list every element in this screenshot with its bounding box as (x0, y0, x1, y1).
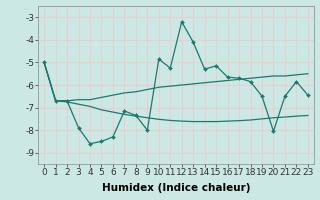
X-axis label: Humidex (Indice chaleur): Humidex (Indice chaleur) (102, 183, 250, 193)
